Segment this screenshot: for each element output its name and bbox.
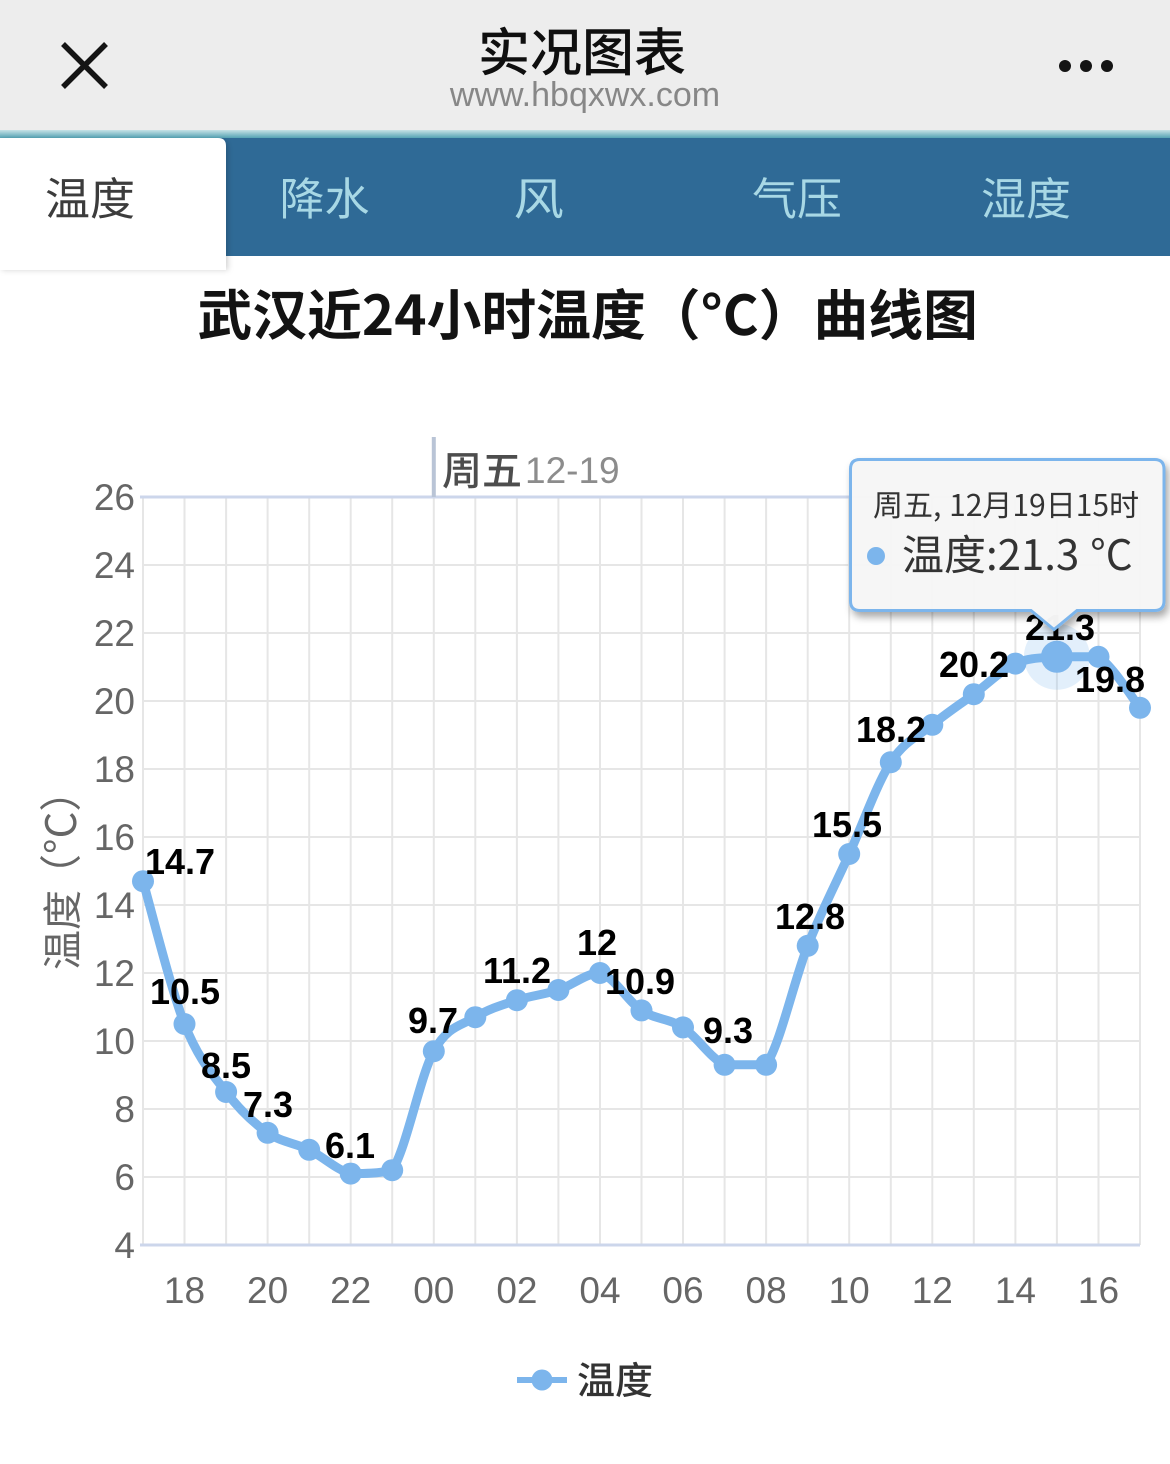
svg-text:9.3: 9.3 [703, 1010, 753, 1051]
svg-text:6.1: 6.1 [325, 1125, 375, 1166]
svg-text:14: 14 [995, 1270, 1036, 1311]
svg-text:18.2: 18.2 [856, 709, 926, 750]
svg-text:00: 00 [413, 1270, 454, 1311]
svg-text:4: 4 [114, 1225, 135, 1266]
svg-text:15.5: 15.5 [812, 804, 882, 845]
svg-text:16: 16 [1078, 1270, 1119, 1311]
svg-text:24: 24 [94, 545, 135, 586]
svg-text:10: 10 [829, 1270, 870, 1311]
svg-text:8.5: 8.5 [201, 1045, 251, 1086]
svg-text:8: 8 [114, 1089, 135, 1130]
svg-text:26: 26 [94, 477, 135, 518]
svg-text:22: 22 [330, 1270, 371, 1311]
svg-text:06: 06 [662, 1270, 703, 1311]
svg-text:10: 10 [94, 1021, 135, 1062]
svg-text:18: 18 [164, 1270, 205, 1311]
svg-text:19.8: 19.8 [1075, 659, 1145, 700]
svg-text:7.3: 7.3 [243, 1084, 293, 1125]
svg-text:6: 6 [114, 1157, 135, 1198]
svg-text:20: 20 [247, 1270, 288, 1311]
svg-text:12-19: 12-19 [525, 450, 620, 491]
svg-text:14.7: 14.7 [145, 841, 215, 882]
svg-text:www.hbqxwx.com: www.hbqxwx.com [449, 76, 720, 114]
svg-text:12: 12 [912, 1270, 953, 1311]
svg-text:02: 02 [496, 1270, 537, 1311]
svg-text:18: 18 [94, 749, 135, 790]
svg-text:11.2: 11.2 [483, 950, 551, 991]
svg-text:08: 08 [746, 1270, 787, 1311]
svg-text:10.5: 10.5 [150, 971, 220, 1012]
svg-text:16: 16 [94, 817, 135, 858]
svg-text:12: 12 [94, 953, 135, 994]
svg-text:10.9: 10.9 [605, 961, 675, 1002]
svg-text:20.2: 20.2 [939, 644, 1009, 685]
svg-text:22: 22 [94, 613, 135, 654]
svg-text:9.7: 9.7 [408, 1000, 458, 1041]
svg-text:12: 12 [577, 922, 617, 963]
svg-text:20: 20 [94, 681, 135, 722]
svg-text:14: 14 [94, 885, 135, 926]
svg-text:12.8: 12.8 [775, 896, 845, 937]
svg-text:04: 04 [579, 1270, 620, 1311]
